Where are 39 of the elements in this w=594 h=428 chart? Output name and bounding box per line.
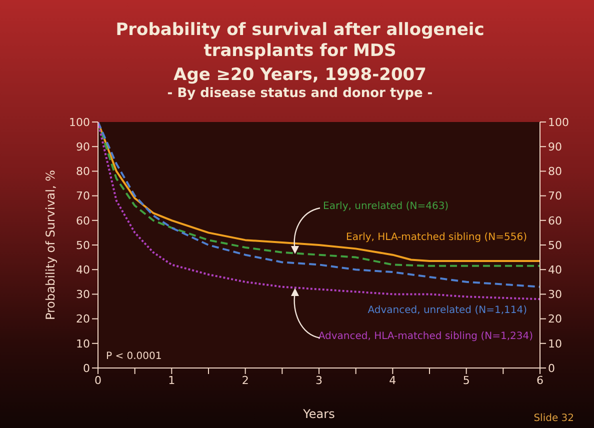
y2-tick-label: 0 [548,362,555,375]
annotation: P < 0.0001 [106,351,162,362]
y2-tick-label: 70 [548,190,562,203]
x-tick-label: 3 [316,374,322,387]
text: Slide 32 [534,413,574,424]
y2-tick-label: 40 [548,264,562,277]
x-tick-label: 4 [389,374,396,387]
chart-title: Probability of survival after allogeneic transplants for MDS [114,20,486,62]
y-tick-label: 90 [76,140,90,154]
text: Advanced, HLA-matched sibling (N=1,234) [318,331,533,342]
y-axis-title: Probability of Survival, % [43,170,58,320]
y-tick-label: 100 [69,116,90,129]
y-tick-label: 70 [76,190,90,203]
x-tick-label: 1 [168,374,176,387]
y2-tick-label: 20 [548,312,562,326]
x-tick-label: 5 [462,374,470,387]
y-tick-label: 30 [76,288,90,302]
y-tick-label: 10 [76,337,90,350]
x-tick-label: 2 [242,374,249,387]
y2-tick-label: 10 [548,337,562,350]
y2-tick-label: 100 [548,116,569,129]
y-tick-label: 60 [76,214,90,228]
series-label: Early, HLA-matched sibling (N=556) [346,232,527,243]
y2-tick-label: 60 [548,214,562,228]
y-tick-label: 50 [76,238,90,252]
x-axis-title: Years [302,407,335,421]
series-label: Advanced, unrelated (N=1,114) [368,305,527,316]
y2-tick-label: 50 [548,238,562,252]
chart-subtitle: Age ≥20 Years, 1998-2007 - By disease status and donor type - [166,64,434,102]
y-tick-label: 80 [76,165,90,178]
y2-tick-label: 80 [548,165,562,178]
y2-tick-label: 90 [548,140,562,154]
x-tick-label: 0 [94,374,102,387]
y-tick-label: 40 [76,264,90,277]
y2-tick-label: 30 [548,288,562,302]
text: Early, unrelated (N=463) [323,201,449,212]
y-tick-label: 0 [83,362,90,375]
x-tick-label: 6 [536,374,544,387]
y-tick-label: 20 [76,312,90,326]
